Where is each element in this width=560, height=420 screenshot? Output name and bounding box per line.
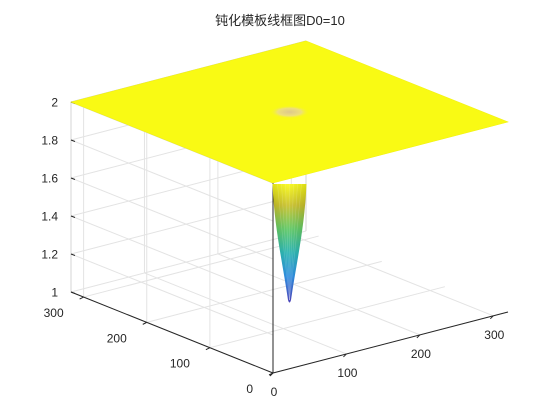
x-tick-label: 0: [271, 385, 278, 399]
chart-title: 钝化模板线框图D0=10: [215, 13, 345, 28]
y-tick: [268, 372, 274, 376]
z-tick-label: 1.8: [41, 134, 58, 148]
axes: [70, 101, 509, 377]
z-tick-label: 1.2: [41, 248, 58, 262]
x-tick-label: 200: [411, 347, 431, 361]
z-tick-label: 1.6: [41, 172, 58, 186]
grid-line: [70, 177, 274, 260]
y-axis-line: [70, 291, 274, 374]
z-tick-label: 1: [51, 286, 58, 300]
dip-rim: [269, 105, 310, 119]
z-tick: [70, 291, 76, 294]
y-tick: [79, 296, 84, 300]
grid-line: [70, 139, 274, 222]
z-tick: [70, 139, 76, 142]
z-tick-label: 2: [51, 96, 58, 110]
z-tick-label: 1.4: [41, 210, 58, 224]
x-tick: [489, 315, 494, 320]
z-tick: [70, 215, 76, 218]
grid-line: [70, 192, 307, 255]
surface-mesh-line: [285, 183, 290, 301]
x-tick-label: 300: [484, 328, 504, 342]
y-tick-label: 200: [107, 331, 127, 345]
x-tick-label: 100: [337, 366, 357, 380]
surface-mesh-line: [277, 183, 290, 301]
y-tick-label: 0: [246, 382, 253, 396]
grid-line: [217, 253, 421, 336]
grid-line: [291, 234, 494, 317]
z-tick: [70, 177, 76, 180]
x-tick: [416, 334, 421, 339]
grid-line: [70, 230, 307, 293]
x-tick: [343, 353, 347, 358]
x-axis-line: [272, 311, 509, 374]
grid-line: [70, 215, 274, 298]
y-tick-label: 300: [44, 306, 64, 320]
y-tick: [205, 347, 211, 351]
grid-line: [209, 286, 446, 349]
surface-mesh-line: [289, 183, 302, 301]
surface-mesh-line: [281, 183, 290, 301]
surface-mesh-line: [289, 183, 298, 301]
surface: [70, 40, 509, 303]
tick-labels: 0 100 200 300 0 100 200 300 1 1.2 1.4 1.6 1.8 2: [41, 96, 504, 400]
z-tick: [70, 253, 76, 256]
grid-line: [70, 253, 274, 336]
surface-mesh-line: [289, 183, 294, 301]
y-tick-label: 100: [170, 357, 190, 371]
grid-line: [146, 260, 382, 323]
grid-line: [144, 272, 347, 355]
y-tick: [142, 321, 147, 325]
surface-dip-shading: [272, 184, 307, 303]
